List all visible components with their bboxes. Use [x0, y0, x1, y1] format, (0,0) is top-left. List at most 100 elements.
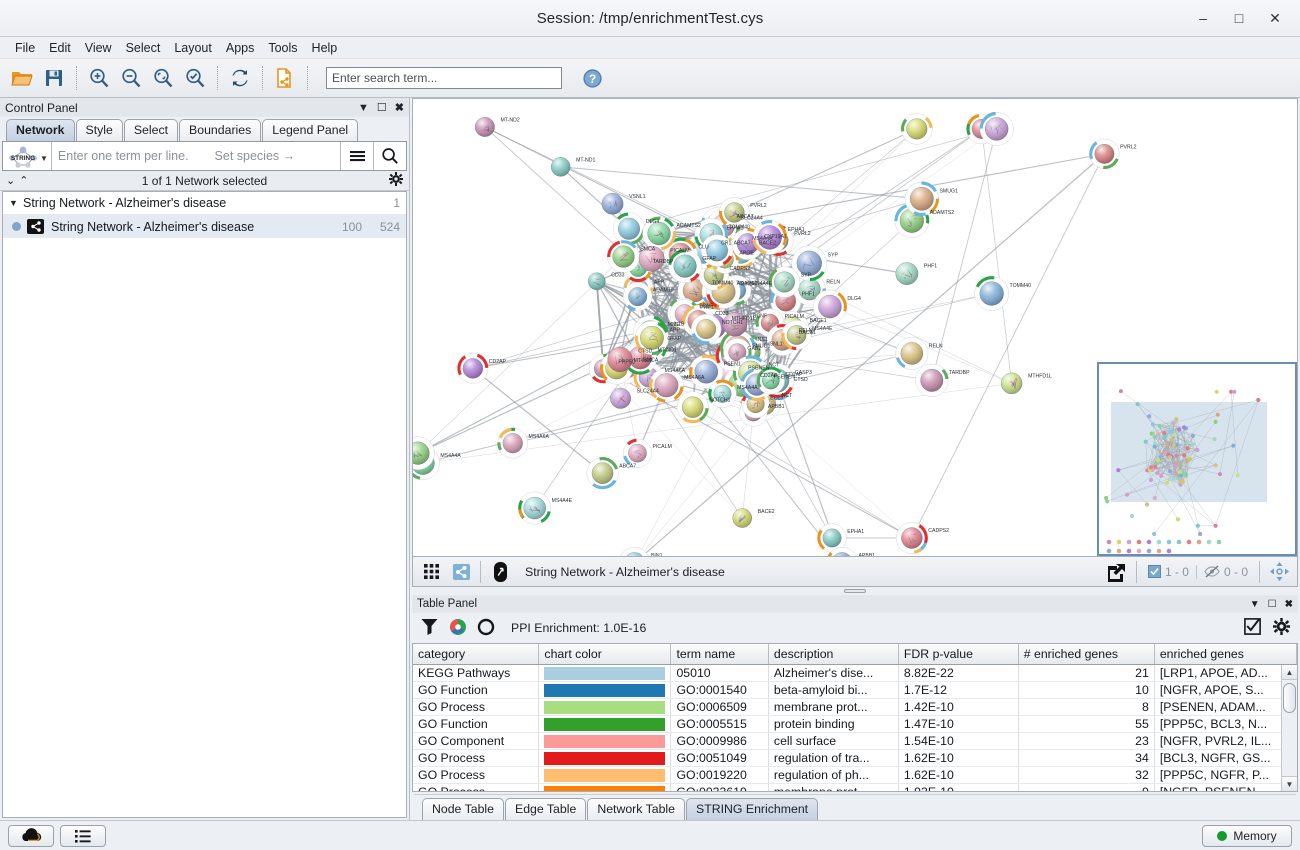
network-view[interactable]: MT-ND2 MT-ND1 VSNL1 ADAMTS2 SMUG1 TOMM40 PVRL2… [412, 98, 1298, 557]
string-term-input[interactable]: Enter one term per line. Set species → [50, 142, 340, 170]
network-node[interactable] [607, 346, 633, 373]
float-icon[interactable]: ☐ [1267, 598, 1277, 610]
tree-root-row[interactable]: ▼ String Network - Alzheimer's disease 1 [3, 192, 406, 215]
grid-layout-icon[interactable] [416, 559, 446, 585]
tab-network[interactable]: Network [6, 119, 75, 141]
col-num-genes[interactable]: # enriched genes [1018, 644, 1155, 665]
set-species-link[interactable]: Set species → [214, 149, 296, 163]
table-row[interactable]: GO Process GO:0019220 regulation of ph... 1… [413, 766, 1297, 784]
scroll-down-arrow[interactable]: ▼ [1282, 776, 1297, 791]
network-node[interactable] [588, 272, 606, 291]
annotation-icon[interactable] [485, 559, 515, 585]
donut-ring-icon[interactable] [477, 618, 495, 639]
string-dropdown-caret-icon[interactable]: ▼ [40, 154, 48, 163]
network-node[interactable] [612, 212, 646, 246]
menu-edit[interactable]: Edit [49, 40, 71, 55]
network-node[interactable] [550, 157, 571, 177]
menu-view[interactable]: View [84, 40, 112, 55]
network-node[interactable] [1000, 372, 1023, 395]
tab-boundaries[interactable]: Boundaries [179, 119, 262, 141]
export-network-icon[interactable] [269, 63, 301, 94]
network-node[interactable] [413, 436, 435, 470]
collapse-all-icon[interactable]: ⌄ [6, 175, 16, 187]
pie-chart-icon[interactable] [449, 618, 467, 639]
hamburger-icon[interactable] [340, 142, 373, 170]
network-node[interactable] [497, 427, 529, 459]
filter-icon[interactable] [420, 617, 439, 639]
gear-icon[interactable] [1273, 618, 1290, 638]
birds-eye-view[interactable] [1097, 362, 1297, 556]
fit-content-icon[interactable] [1264, 559, 1294, 585]
network-node[interactable] [781, 319, 812, 351]
network-node[interactable] [768, 266, 801, 298]
tab-style[interactable]: Style [75, 119, 123, 141]
float-icon[interactable]: ☐ [376, 102, 387, 114]
open-folder-icon[interactable] [6, 63, 38, 94]
checkbox-checked-icon[interactable] [1244, 618, 1261, 638]
share-network-icon[interactable] [446, 559, 476, 585]
menu-tools[interactable]: Tools [268, 40, 298, 55]
menu-help[interactable]: Help [311, 40, 338, 55]
zoom-selected-icon[interactable] [179, 63, 211, 94]
network-node[interactable] [722, 312, 748, 337]
tab-legend-panel[interactable]: Legend Panel [262, 119, 359, 141]
network-node[interactable] [752, 219, 788, 255]
tab-network-table[interactable]: Network Table [587, 798, 686, 820]
table-row[interactable]: GO Process GO:0033619 membrane prot... 1.93… [413, 783, 1297, 791]
network-node[interactable] [474, 117, 495, 137]
network-node[interactable] [708, 379, 737, 408]
network-node[interactable] [817, 523, 847, 553]
table-vertical-scrollbar[interactable]: ▲ ▼ [1281, 665, 1297, 791]
network-node[interactable] [623, 282, 653, 312]
task-list-icon[interactable] [60, 824, 106, 847]
search-icon[interactable] [373, 142, 406, 170]
network-node[interactable] [895, 336, 929, 370]
scroll-thumb[interactable] [1283, 683, 1296, 713]
network-node[interactable] [915, 363, 949, 398]
tab-select[interactable]: Select [123, 119, 179, 141]
network-node[interactable] [719, 197, 750, 228]
expand-triangle-icon[interactable]: ▼ [9, 198, 18, 208]
minimize-button[interactable]: – [1199, 10, 1207, 26]
cloud-icon[interactable] [8, 824, 54, 847]
memory-indicator[interactable]: Memory [1202, 824, 1292, 847]
network-node[interactable] [901, 113, 933, 145]
col-chart-color[interactable]: chart color [538, 644, 672, 665]
selected-nodes-counter[interactable]: 1 - 0 [1141, 565, 1196, 579]
tab-string-enrichment[interactable]: STRING Enrichment [686, 798, 819, 820]
table-row[interactable]: GO Process GO:0006509 membrane prot... 1.42… [413, 698, 1297, 716]
close-icon[interactable]: ✖ [1284, 598, 1293, 610]
network-node[interactable] [904, 181, 940, 216]
panel-splitter[interactable] [410, 587, 1300, 595]
network-node[interactable] [668, 249, 702, 283]
expand-all-icon[interactable]: ⌃ [19, 175, 29, 187]
col-category[interactable]: category [413, 644, 540, 665]
network-node[interactable] [895, 522, 928, 554]
refresh-icon[interactable] [224, 63, 256, 94]
scroll-up-arrow[interactable]: ▲ [1282, 665, 1297, 680]
network-node[interactable] [586, 457, 619, 490]
network-node[interactable] [642, 216, 676, 251]
network-node[interactable] [601, 192, 624, 215]
network-node[interactable] [791, 245, 828, 282]
network-node[interactable] [457, 353, 489, 384]
network-node[interactable] [691, 313, 722, 345]
table-row[interactable]: GO Process GO:0051049 regulation of tra...… [413, 749, 1297, 767]
zoom-fit-icon[interactable] [147, 63, 179, 94]
col-term-name[interactable]: term name [670, 644, 769, 665]
hidden-nodes-counter[interactable]: 0 - 0 [1195, 564, 1255, 579]
network-node[interactable] [895, 262, 919, 285]
network-node[interactable] [610, 387, 631, 409]
gear-icon[interactable] [389, 172, 403, 189]
help-icon[interactable]: ? [576, 63, 608, 94]
network-node[interactable] [634, 320, 670, 356]
menu-file[interactable]: File [15, 40, 36, 55]
close-button[interactable]: ✕ [1269, 9, 1281, 26]
network-node[interactable] [689, 354, 724, 389]
network-node[interactable] [619, 547, 650, 557]
zoom-out-icon[interactable] [115, 63, 147, 94]
network-node[interactable] [518, 491, 552, 525]
string-logo-icon[interactable]: STRING [3, 142, 43, 170]
network-node[interactable] [676, 391, 709, 424]
maximize-button[interactable]: □ [1234, 10, 1244, 26]
